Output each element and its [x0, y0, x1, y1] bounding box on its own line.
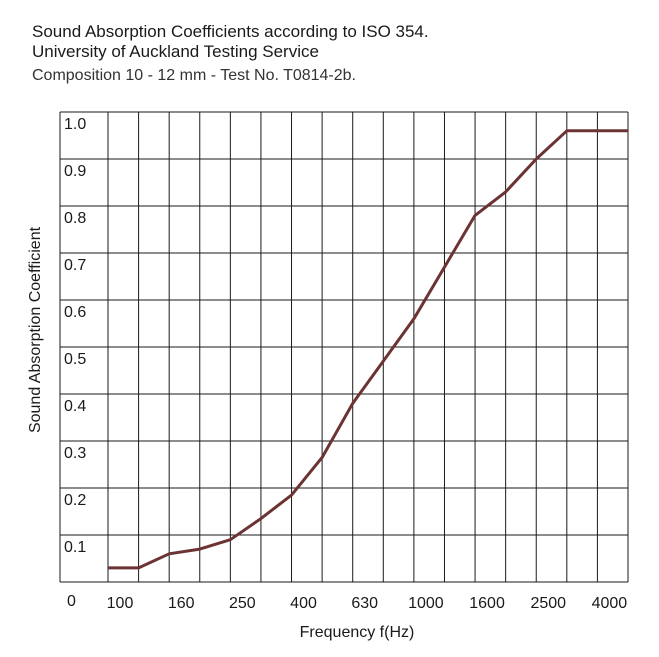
- x-tick-label: 4000: [592, 595, 628, 612]
- x-tick-label: 630: [351, 595, 378, 612]
- x-tick-label: 2500: [530, 595, 566, 612]
- y-tick-label: 0.1: [64, 539, 86, 556]
- x-tick-label: 160: [168, 595, 195, 612]
- x-tick-label: 1600: [469, 595, 505, 612]
- chart-grid: [59, 111, 629, 583]
- y-tick-label: 0.7: [64, 257, 86, 274]
- y-tick-label: 0.2: [64, 492, 86, 509]
- absorption-series-line: [108, 129, 628, 570]
- x-tick-label: 100: [107, 595, 134, 612]
- y-tick-label: 0.4: [64, 398, 86, 415]
- y-tick-labels: 0 0.1 0.2 0.3 0.4 0.5 0.6 0.7 0.8 0.9 1.0: [64, 116, 86, 610]
- y-tick-label: 0.5: [64, 351, 86, 368]
- y-tick-label: 0: [67, 593, 76, 610]
- chart-title-line-1: Sound Absorption Coefficients according …: [32, 22, 429, 41]
- x-tick-labels: 100 160 250 400 630 1000 1600 2500 4000: [107, 595, 628, 612]
- y-tick-label: 1.0: [64, 116, 86, 133]
- y-tick-label: 0.8: [64, 210, 86, 227]
- y-tick-label: 0.3: [64, 445, 86, 462]
- y-tick-label: 0.9: [64, 163, 86, 180]
- x-tick-label: 250: [229, 595, 256, 612]
- x-tick-label: 1000: [408, 595, 444, 612]
- y-axis-label: Sound Absorption Coefficient: [27, 226, 44, 433]
- chart-title-line-2: University of Auckland Testing Service: [32, 42, 319, 61]
- y-tick-label: 0.6: [64, 304, 86, 321]
- chart-subtitle: Composition 10 - 12 mm - Test No. T0814-…: [32, 67, 356, 84]
- x-tick-label: 400: [290, 595, 317, 612]
- x-axis-label: Frequency f(Hz): [300, 624, 415, 641]
